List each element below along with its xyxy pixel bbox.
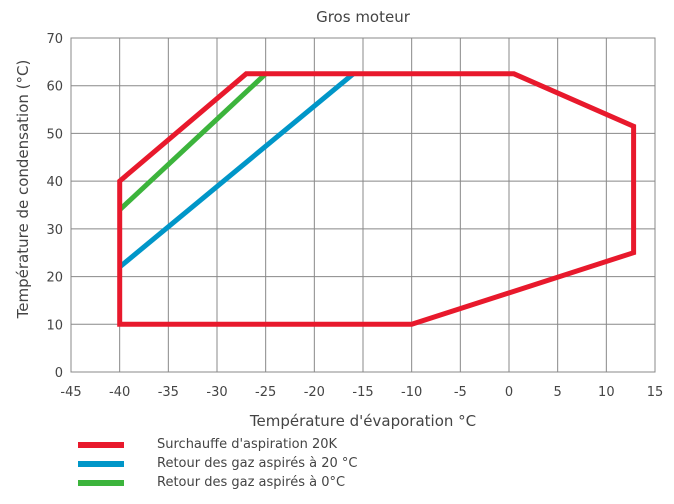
series-line-0 [117, 71, 637, 327]
legend-label-return-gas-20c: Retour des gaz aspirés à 20 °C [157, 456, 358, 471]
legend-swatch-superheat-20k [78, 442, 124, 448]
x-tick-label: -10 [401, 385, 422, 400]
legend-label-superheat-20k: Surchauffe d'aspiration 20K [157, 437, 338, 452]
x-tick-label: -20 [304, 385, 325, 400]
y-tick-label: 10 [46, 318, 63, 333]
legend-item-return-gas-0c: Retour des gaz aspirés à 0°C [78, 474, 478, 493]
y-tick-label: 30 [46, 223, 63, 238]
legend-item-return-gas-20c: Retour des gaz aspirés à 20 °C [78, 455, 478, 474]
x-tick-label: -5 [454, 385, 467, 400]
legend-label-return-gas-0c: Retour des gaz aspirés à 0°C [157, 475, 346, 490]
series-line-2 [117, 71, 268, 212]
x-tick-label: -15 [352, 385, 373, 400]
y-tick-label: 20 [46, 271, 63, 286]
x-tick-label: 0 [505, 385, 513, 400]
plot-frame [70, 37, 656, 373]
series-line-1 [118, 71, 355, 269]
series-layer [117, 71, 637, 327]
y-tick-label: 60 [46, 80, 63, 95]
legend-swatch-return-gas-0c [78, 480, 124, 486]
y-tick-label: 40 [46, 175, 63, 190]
x-tick-label: 10 [598, 385, 615, 400]
x-tick-label: -45 [60, 385, 81, 400]
x-tick-label: -35 [158, 385, 179, 400]
legend-swatch-return-gas-20c [78, 461, 124, 467]
y-tick-label: 50 [46, 127, 63, 142]
x-tick-label: -25 [255, 385, 276, 400]
y-tick-label: 70 [46, 32, 63, 47]
legend: Surchauffe d'aspiration 20K Retour des g… [78, 436, 478, 493]
x-tick-label: 5 [554, 385, 562, 400]
x-tick-label: -30 [206, 385, 227, 400]
x-axis-label: Température d'évaporation °C [249, 412, 476, 430]
x-tick-label: 15 [647, 385, 664, 400]
y-tick-label: 0 [55, 366, 63, 381]
y-axis-label: Température de condensation (°C) [14, 60, 32, 320]
tick-labels: -45 -40 -35 -30 -25 -20 -15 -10 -5 0 5 10 15 0 10 20 30 4… [46, 32, 663, 400]
legend-item-superheat-20k: Surchauffe d'aspiration 20K [78, 436, 478, 455]
x-tick-label: -40 [109, 385, 130, 400]
chart-title: Gros moteur [316, 8, 411, 26]
